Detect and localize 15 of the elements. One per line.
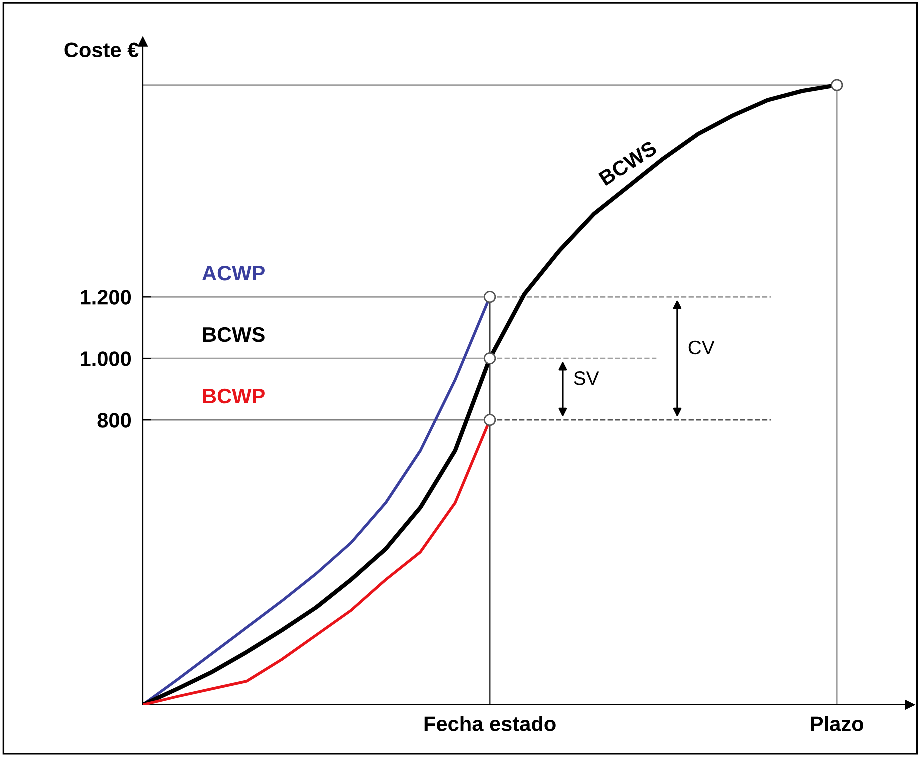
annotation: CV xyxy=(688,340,715,355)
point xyxy=(831,79,844,92)
x-tick-label: Fecha estado xyxy=(424,716,556,732)
point xyxy=(484,414,496,426)
point xyxy=(484,352,496,365)
x-tick-label: Plazo xyxy=(811,716,864,732)
annotation: BCWS xyxy=(203,327,265,342)
y-axis-title: Coste € xyxy=(64,42,139,58)
text: BCWP xyxy=(203,388,265,404)
text: ACWP xyxy=(202,266,265,281)
annotation: SV xyxy=(574,372,600,386)
y-tick-label: 1.000 xyxy=(81,352,132,366)
y-tick-label: 800 xyxy=(98,413,132,428)
y-tick-label: 1.200 xyxy=(81,290,132,305)
point xyxy=(484,291,496,304)
